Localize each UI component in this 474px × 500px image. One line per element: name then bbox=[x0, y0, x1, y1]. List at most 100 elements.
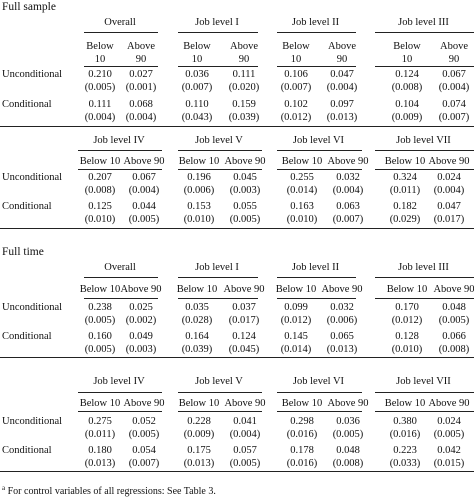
subcolumn-header: Above 90 bbox=[230, 41, 258, 65]
subheader-rule bbox=[277, 169, 362, 170]
coefficient-value: 0.036 bbox=[185, 69, 209, 80]
column-group-header: Job level VII bbox=[396, 376, 451, 387]
coefficient-value: 0.298 bbox=[290, 416, 314, 427]
subheader-rule bbox=[277, 411, 362, 412]
standard-error-value: (0.012) bbox=[280, 315, 312, 326]
standard-error-value: (0.005) bbox=[84, 315, 116, 326]
coefficient-value: 0.102 bbox=[284, 99, 308, 110]
standard-error-value: (0.015) bbox=[433, 458, 465, 469]
standard-error-value: (0.013) bbox=[183, 458, 215, 469]
standard-error-value: (0.016) bbox=[286, 458, 318, 469]
coefficient-value: 0.099 bbox=[284, 302, 308, 313]
coefficient-value: 0.110 bbox=[185, 99, 209, 110]
subheader-rule bbox=[84, 298, 158, 299]
column-group-header: Job level VII bbox=[396, 135, 451, 146]
group-header-rule bbox=[78, 150, 162, 151]
column-group-header: Job level III bbox=[398, 17, 449, 28]
standard-error-value: (0.004) bbox=[84, 112, 116, 123]
coefficient-value: 0.207 bbox=[88, 172, 112, 183]
subheader-rule bbox=[178, 298, 258, 299]
coefficient-value: 0.228 bbox=[187, 416, 211, 427]
subcolumn-header: Below 10 bbox=[183, 41, 211, 65]
group-header-rule bbox=[277, 392, 362, 393]
group-header-rule bbox=[277, 32, 356, 33]
subcolumn-header: Above 90 bbox=[327, 398, 369, 409]
standard-error-value: (0.009) bbox=[183, 429, 215, 440]
subcolumn-header: Above 90 bbox=[440, 41, 468, 65]
column-group-header: Job level II bbox=[291, 262, 340, 273]
row-label: Unconditional bbox=[2, 69, 63, 80]
coefficient-value: 0.210 bbox=[88, 69, 112, 80]
standard-error-value: (0.004) bbox=[332, 185, 364, 196]
subcolumn-header: Below 10 bbox=[393, 41, 421, 65]
standard-error-value: (0.013) bbox=[326, 112, 358, 123]
section-title: Full sample bbox=[2, 1, 56, 13]
standard-error-value: (0.004) bbox=[229, 429, 261, 440]
standard-error-value: (0.012) bbox=[391, 315, 423, 326]
coefficient-value: 0.054 bbox=[132, 445, 156, 456]
standard-error-value: (0.039) bbox=[181, 344, 213, 355]
footnote-text: For control variables of all regressions… bbox=[5, 486, 216, 497]
standard-error-value: (0.004) bbox=[438, 82, 470, 93]
coefficient-value: 0.047 bbox=[330, 69, 354, 80]
coefficient-value: 0.047 bbox=[437, 201, 461, 212]
standard-error-value: (0.008) bbox=[391, 82, 423, 93]
subcolumn-header: Below 10 bbox=[281, 156, 323, 167]
coefficient-value: 0.035 bbox=[185, 302, 209, 313]
standard-error-value: (0.011) bbox=[84, 429, 116, 440]
column-group-header: Job level I bbox=[195, 17, 239, 28]
subheader-rule bbox=[178, 411, 262, 412]
coefficient-value: 0.032 bbox=[336, 172, 360, 183]
subcolumn-header: Below 10 bbox=[176, 284, 218, 295]
group-header-rule bbox=[178, 32, 258, 33]
table-bottom-rule bbox=[0, 126, 474, 127]
coefficient-value: 0.145 bbox=[284, 331, 308, 342]
coefficient-value: 0.125 bbox=[88, 201, 112, 212]
subheader-rule bbox=[84, 66, 158, 67]
standard-error-value: (0.008) bbox=[84, 185, 116, 196]
row-label: Conditional bbox=[2, 99, 52, 110]
subcolumn-header: Above 90 bbox=[223, 284, 265, 295]
subheader-rule bbox=[277, 66, 356, 67]
subheader-rule bbox=[178, 169, 262, 170]
subcolumn-header: Below 10 bbox=[178, 156, 220, 167]
standard-error-value: (0.004) bbox=[125, 112, 157, 123]
column-group-header: Overall bbox=[104, 262, 136, 273]
subheader-rule bbox=[277, 298, 356, 299]
standard-error-value: (0.005) bbox=[438, 315, 470, 326]
coefficient-value: 0.380 bbox=[393, 416, 417, 427]
standard-error-value: (0.029) bbox=[389, 214, 421, 225]
coefficient-value: 0.124 bbox=[232, 331, 256, 342]
standard-error-value: (0.010) bbox=[391, 344, 423, 355]
coefficient-value: 0.159 bbox=[232, 99, 256, 110]
group-header-rule bbox=[375, 32, 474, 33]
table-bottom-rule bbox=[0, 228, 474, 229]
group-header-rule bbox=[84, 277, 158, 278]
coefficient-value: 0.238 bbox=[88, 302, 112, 313]
subcolumn-header: Above 90 bbox=[120, 284, 162, 295]
standard-error-value: (0.016) bbox=[286, 429, 318, 440]
group-header-rule bbox=[277, 150, 362, 151]
standard-error-value: (0.028) bbox=[181, 315, 213, 326]
coefficient-value: 0.044 bbox=[132, 201, 156, 212]
row-label: Conditional bbox=[2, 445, 52, 456]
coefficient-value: 0.074 bbox=[442, 99, 466, 110]
coefficient-value: 0.180 bbox=[88, 445, 112, 456]
row-label: Conditional bbox=[2, 201, 52, 212]
standard-error-value: (0.017) bbox=[433, 214, 465, 225]
coefficient-value: 0.042 bbox=[437, 445, 461, 456]
subcolumn-header: Above 90 bbox=[428, 398, 470, 409]
column-group-header: Job level IV bbox=[93, 135, 145, 146]
table-bottom-rule bbox=[0, 357, 474, 358]
row-label: Unconditional bbox=[2, 416, 63, 427]
coefficient-value: 0.045 bbox=[233, 172, 257, 183]
coefficient-value: 0.065 bbox=[330, 331, 354, 342]
subheader-rule bbox=[178, 66, 258, 67]
subcolumn-header: Above 90 bbox=[127, 41, 155, 65]
coefficient-value: 0.055 bbox=[233, 201, 257, 212]
subheader-rule bbox=[375, 411, 474, 412]
column-group-header: Job level I bbox=[195, 262, 239, 273]
coefficient-value: 0.164 bbox=[185, 331, 209, 342]
standard-error-value: (0.006) bbox=[183, 185, 215, 196]
standard-error-value: (0.005) bbox=[229, 214, 261, 225]
